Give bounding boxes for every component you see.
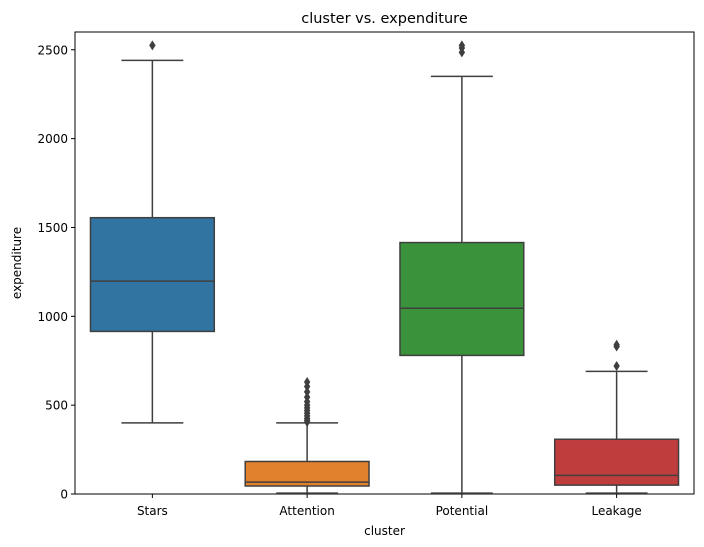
x-tick-label: Stars	[137, 504, 168, 518]
box-stars	[89, 40, 216, 424]
iqr-box	[553, 438, 680, 486]
box-potential	[399, 40, 525, 494]
y-axis: 0 500 1000 1500 2000 2500	[37, 43, 75, 502]
box-attention	[244, 377, 370, 494]
outlier-point	[458, 40, 466, 51]
y-tick-label: 2500	[37, 43, 68, 57]
boxes-layer	[89, 40, 680, 494]
outlier-point	[303, 386, 311, 397]
iqr-box	[89, 216, 216, 333]
y-tick-label: 1000	[37, 310, 68, 324]
box-leakage	[553, 339, 680, 494]
iqr-box	[399, 241, 525, 357]
x-tick-label: Leakage	[591, 504, 641, 518]
outlier-point	[303, 392, 311, 403]
y-axis-label: expenditure	[10, 227, 24, 299]
y-tick-label: 1500	[37, 221, 68, 235]
x-axis-label: cluster	[364, 524, 405, 538]
y-tick-label: 500	[45, 399, 68, 413]
chart-title: cluster vs. expenditure	[301, 11, 468, 27]
x-tick-label: Attention	[279, 504, 334, 518]
outlier-point	[613, 361, 620, 372]
outlier-point	[303, 377, 311, 388]
y-tick-label: 2000	[37, 132, 68, 146]
outlier-point	[149, 40, 156, 51]
x-axis: Stars Attention Potential Leakage	[137, 494, 642, 518]
y-tick-label: 0	[60, 488, 68, 502]
x-tick-label: Potential	[436, 504, 489, 518]
outlier-point	[613, 339, 620, 350]
